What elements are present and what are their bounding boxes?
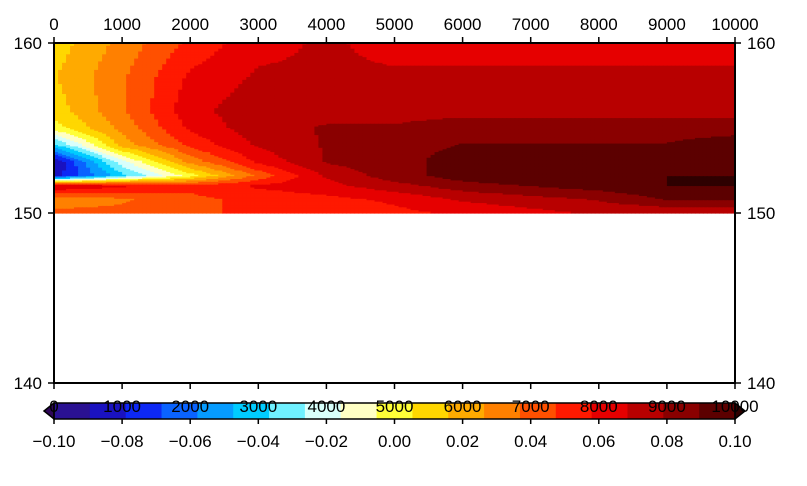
contour-field: [54, 43, 736, 214]
plot-area: [54, 43, 736, 383]
